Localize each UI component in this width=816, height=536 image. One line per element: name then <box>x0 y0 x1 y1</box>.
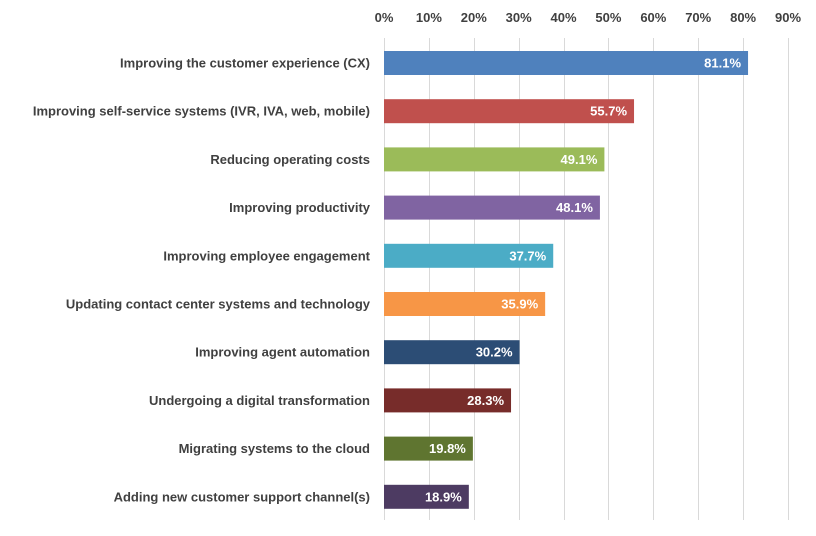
category-label: Updating contact center systems and tech… <box>66 297 371 312</box>
bar <box>384 51 749 75</box>
x-tick-label: 60% <box>640 10 666 25</box>
data-label: 37.7% <box>509 248 546 263</box>
bar <box>384 195 600 220</box>
category-label: Adding new customer support channel(s) <box>114 489 370 504</box>
bar <box>384 99 635 124</box>
x-tick-label: 50% <box>595 10 621 25</box>
x-tick-label: 40% <box>551 10 577 25</box>
x-tick-label: 0% <box>375 10 394 25</box>
data-labels: 81.1% 55.7% 49.1% 48.1% 37.7% 35.9% 30.2% 28.3%… <box>425 56 742 505</box>
category-label: Improving the customer experience (CX) <box>120 56 370 71</box>
data-label: 48.1% <box>556 200 593 215</box>
data-label: 55.7% <box>590 104 627 119</box>
data-label: 30.2% <box>476 345 513 360</box>
x-tick-label: 20% <box>461 10 487 25</box>
data-label: 49.1% <box>561 152 598 167</box>
x-axis-tick-labels: 0% 10% 20% 30% 40% 50% 60% 70% 80% 90% <box>375 10 802 25</box>
bar <box>384 436 473 461</box>
x-tick-label: 70% <box>685 10 711 25</box>
data-label: 35.9% <box>501 297 538 312</box>
bar <box>384 147 605 172</box>
x-tick-label: 90% <box>775 10 801 25</box>
x-tick-label: 10% <box>416 10 442 25</box>
category-label: Improving agent automation <box>195 345 370 360</box>
category-label: Undergoing a digital transformation <box>149 393 370 408</box>
x-tick-label: 30% <box>506 10 532 25</box>
category-labels: Improving the customer experience (CX) Im… <box>33 56 371 505</box>
bar <box>384 292 546 316</box>
data-label: 19.8% <box>429 441 466 456</box>
bar <box>384 243 554 268</box>
category-label: Improving employee engagement <box>163 248 370 263</box>
bar <box>384 484 469 509</box>
data-label: 18.9% <box>425 489 462 504</box>
category-label: Reducing operating costs <box>210 152 370 167</box>
x-tick-label: 80% <box>730 10 756 25</box>
bar-series <box>384 51 749 509</box>
category-label: Improving self-service systems (IVR, IVA… <box>33 104 370 119</box>
data-label: 28.3% <box>467 393 504 408</box>
data-label: 81.1% <box>704 56 741 71</box>
category-label: Improving productivity <box>229 200 371 215</box>
bar <box>384 388 512 413</box>
category-label: Migrating systems to the cloud <box>179 441 370 456</box>
bar <box>384 340 520 365</box>
